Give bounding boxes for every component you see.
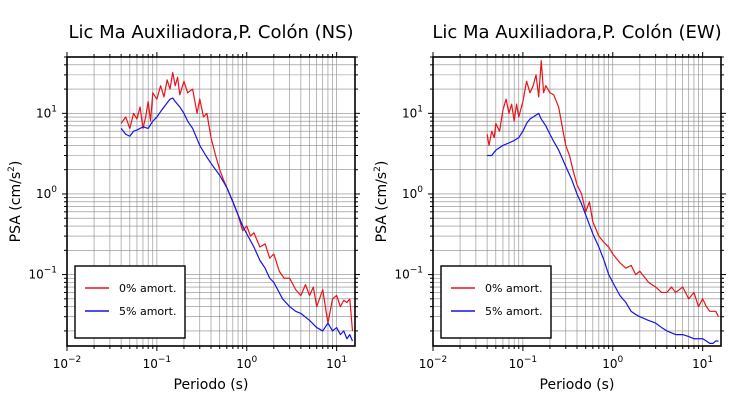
y-tick-label: 101 xyxy=(36,104,57,120)
y-tick-label: 100 xyxy=(402,185,423,201)
legend-box xyxy=(74,265,186,339)
y-tick-label: 10−1 xyxy=(394,266,423,282)
y-axis-label: PSA (cm/s2) xyxy=(7,161,24,243)
x-tick-label: 10−2 xyxy=(419,355,448,371)
legend-label-0: 0% amort. xyxy=(485,282,542,295)
x-tick-label: 100 xyxy=(236,355,257,371)
x-tick-label: 101 xyxy=(326,355,347,371)
chart-title: Lic Ma Auxiliadora,P. Colón (EW) xyxy=(432,22,721,43)
x-tick-label: 101 xyxy=(692,355,713,371)
series-line-0 xyxy=(486,60,720,317)
x-tick-label: 10−2 xyxy=(53,355,82,371)
legend-label-1: 5% amort. xyxy=(485,305,542,318)
x-tick-label: 100 xyxy=(602,355,623,371)
legend-box xyxy=(440,265,552,339)
legend: 0% amort. 5% amort. xyxy=(440,265,552,339)
y-tick-label: 100 xyxy=(36,185,57,201)
x-tick-label: 10−1 xyxy=(143,355,172,371)
series-line-1 xyxy=(120,97,354,342)
plot-frame xyxy=(432,56,722,347)
chart-title: Lic Ma Auxiliadora,P. Colón (NS) xyxy=(68,22,353,43)
legend: 0% amort. 5% amort. xyxy=(74,265,186,339)
chart-panel-0: Lic Ma Auxiliadora,P. Colón (NS) 10−2 10−1… xyxy=(7,22,360,393)
y-tick-label: 10−1 xyxy=(28,266,57,282)
x-tick-label: 10−1 xyxy=(509,355,538,371)
x-axis-label: Periodo (s) xyxy=(174,377,249,393)
chart-panel-1: Lic Ma Auxiliadora,P. Colón (EW) 10−2 10−1… xyxy=(373,22,726,393)
legend-label-0: 0% amort. xyxy=(119,282,176,295)
plot-frame xyxy=(66,56,356,347)
series-line-1 xyxy=(487,112,719,345)
legend-label-1: 5% amort. xyxy=(119,305,176,318)
x-axis-label: Periodo (s) xyxy=(540,377,615,393)
series-line-0 xyxy=(120,72,354,331)
y-axis-label: PSA (cm/s2) xyxy=(373,161,390,243)
y-tick-label: 101 xyxy=(402,104,423,120)
grid-lines xyxy=(66,56,355,346)
